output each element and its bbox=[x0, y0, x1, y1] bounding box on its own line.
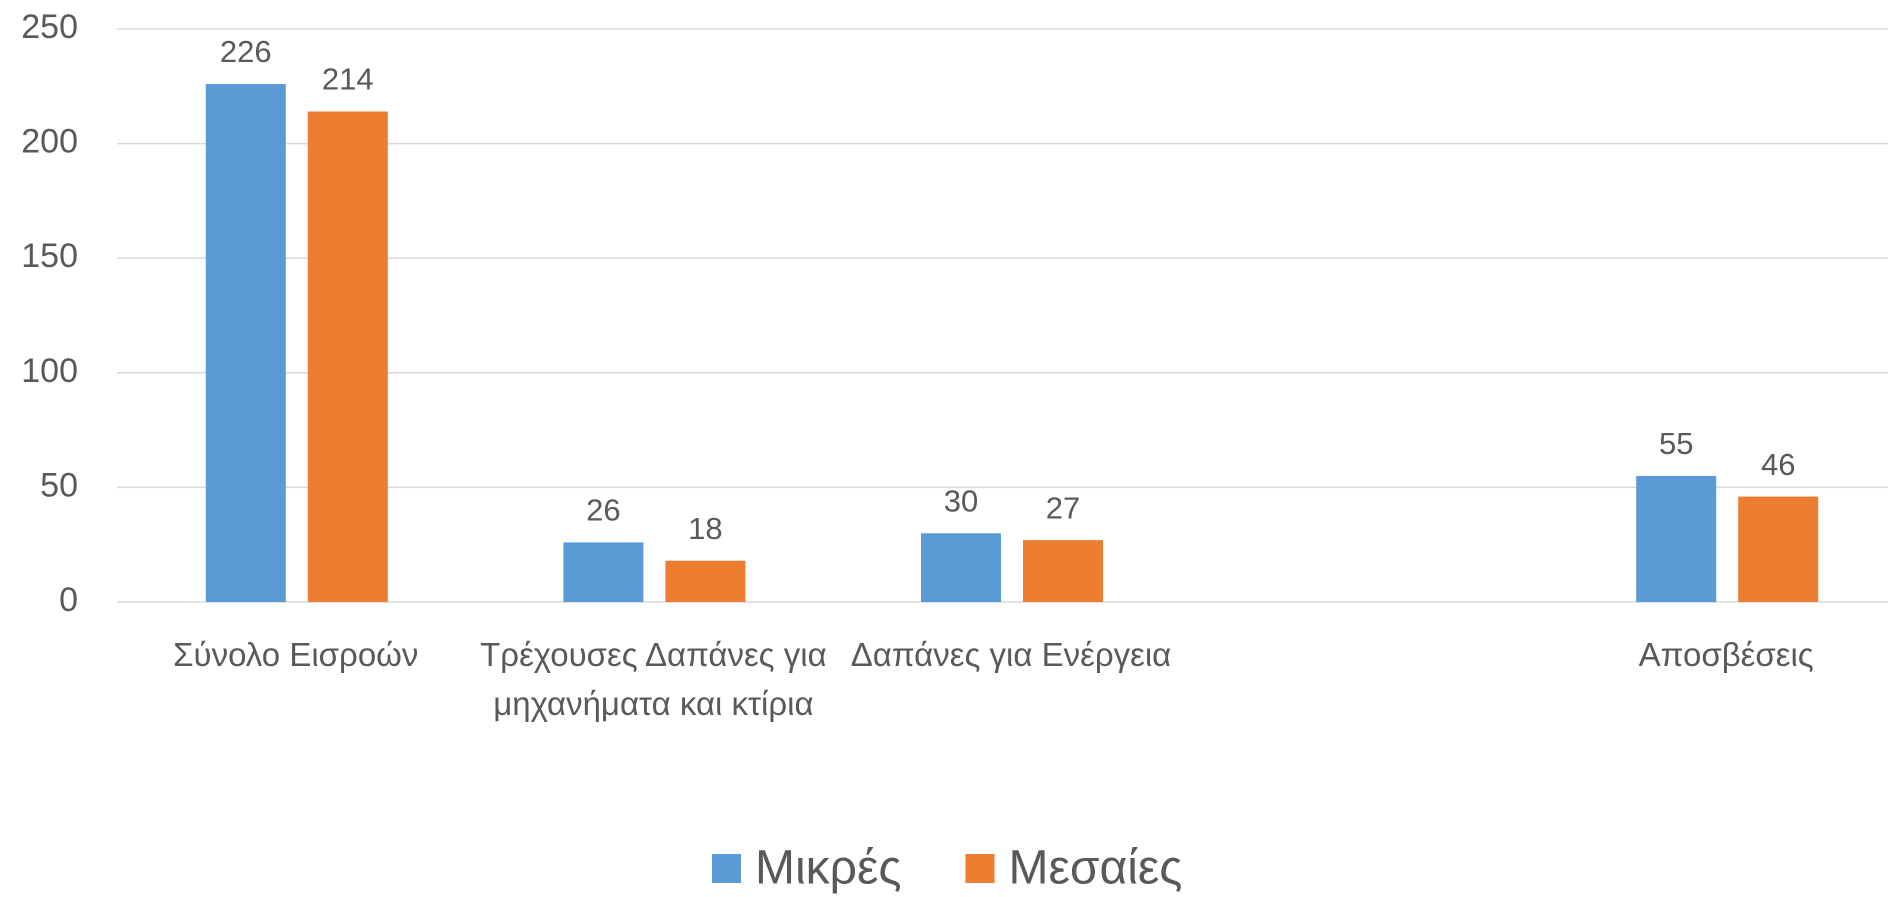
bar bbox=[205, 84, 286, 603]
data-label: 26 bbox=[586, 493, 620, 528]
data-label: 27 bbox=[1046, 490, 1080, 525]
legend-label: Μικρές bbox=[755, 842, 901, 895]
data-label: 226 bbox=[220, 34, 272, 69]
y-tick-label: 250 bbox=[21, 8, 78, 46]
legend-label: Μεσαίες bbox=[1008, 842, 1182, 895]
y-tick-label: 50 bbox=[40, 466, 78, 504]
data-label: 46 bbox=[1761, 447, 1795, 482]
bar bbox=[307, 111, 388, 603]
legend-swatch bbox=[712, 854, 741, 883]
bar bbox=[665, 560, 746, 602]
bar bbox=[921, 533, 1001, 602]
data-label: 214 bbox=[322, 62, 374, 97]
x-tick-label: Δαπάνες για Ενέργεια bbox=[850, 636, 1172, 673]
x-tick-label: Αποσβέσεις bbox=[1638, 636, 1814, 673]
data-label: 18 bbox=[688, 511, 722, 546]
bar bbox=[1636, 475, 1717, 602]
bar bbox=[1023, 540, 1103, 602]
bar bbox=[1738, 496, 1819, 602]
data-label: 30 bbox=[944, 483, 978, 518]
y-tick-label: 200 bbox=[21, 123, 78, 161]
y-tick-label: 0 bbox=[59, 581, 78, 619]
y-tick-label: 150 bbox=[21, 237, 78, 275]
legend-swatch bbox=[965, 854, 995, 883]
bar bbox=[563, 542, 644, 602]
data-label: 55 bbox=[1659, 426, 1693, 461]
y-tick-label: 100 bbox=[21, 352, 78, 390]
x-tick-label: Σύνολο Εισροών bbox=[173, 636, 419, 673]
x-tick-label: Τρέχουσες Δαπάνες για μηχανήματα και κτί… bbox=[480, 636, 827, 722]
